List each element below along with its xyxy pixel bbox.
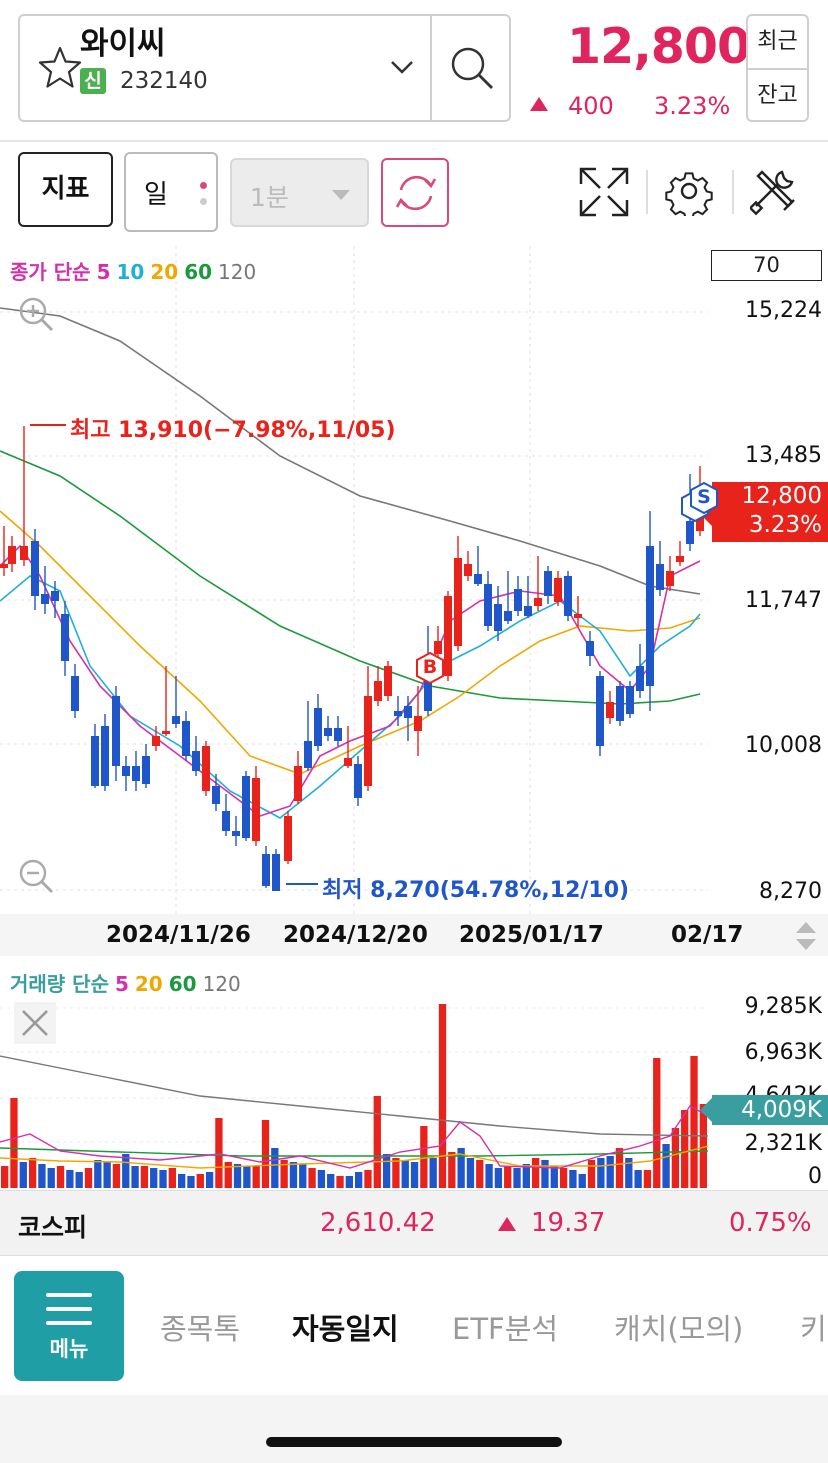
nav-item-stock-talk[interactable]: 종목톡 — [160, 1312, 241, 1346]
refresh-icon — [395, 175, 437, 211]
price-axis-label: 13,485 — [745, 443, 822, 468]
price-change-pct: 3.23% — [654, 92, 731, 120]
chevron-down-icon[interactable] — [388, 56, 416, 78]
up-arrow-icon — [498, 1217, 516, 1231]
price-chart-area[interactable] — [0, 246, 828, 914]
market-index-value: 2,610.42 — [320, 1208, 436, 1238]
caret-down-icon — [332, 190, 350, 200]
date-label: 2024/12/20 — [283, 922, 428, 948]
toolbar-divider — [732, 170, 734, 214]
dot-icon — [200, 198, 207, 205]
zoom-out-icon[interactable] — [16, 856, 56, 896]
market-index-pct: 0.75% — [729, 1208, 812, 1238]
menu-label: 메뉴 — [49, 1337, 89, 1361]
price-axis-label: 11,747 — [745, 588, 822, 613]
balance-button[interactable]: 잔고 — [757, 83, 798, 108]
new-listing-badge: 신 — [80, 68, 106, 94]
resize-handle-icon[interactable] — [794, 920, 818, 952]
candlestick-chart[interactable] — [0, 246, 708, 914]
side-button-group: 최근 잔고 — [746, 14, 809, 122]
price-change: 400 — [568, 92, 614, 120]
stock-name[interactable]: 와이씨 — [80, 26, 166, 62]
price-axis-label: 15,224 — [745, 298, 822, 323]
up-arrow-icon — [530, 97, 548, 111]
home-indicator[interactable] — [266, 1437, 562, 1447]
period-label: 일 — [144, 180, 168, 210]
current-price-tag: 12,800 3.23% — [698, 482, 828, 542]
buy-marker[interactable] — [416, 652, 444, 684]
sell-marker-label: S — [697, 486, 711, 508]
high-annotation-arrow — [30, 424, 66, 426]
vol-ma-5-label: 5 — [114, 972, 129, 996]
fullscreen-icon[interactable] — [578, 166, 630, 218]
minute-select[interactable]: 1분 — [230, 158, 369, 227]
stock-code: 232140 — [120, 68, 208, 94]
price-axis — [708, 246, 828, 914]
star-icon[interactable] — [36, 44, 84, 92]
low-annotation-arrow — [286, 883, 318, 885]
volume-axis-label: 2,321K — [744, 1131, 822, 1156]
side-divider — [748, 68, 807, 70]
volume-chart[interactable] — [0, 956, 708, 1190]
recent-button[interactable]: 최근 — [757, 29, 798, 54]
current-volume-tag: 4,009K — [700, 1095, 828, 1125]
menu-button[interactable]: 메뉴 — [14, 1271, 124, 1381]
period-button[interactable]: 일 — [124, 152, 218, 232]
toolbar-divider — [646, 170, 648, 214]
market-index-change: 19.37 — [531, 1208, 606, 1238]
ma-10-label: 10 — [116, 260, 145, 284]
ma-60-label: 60 — [184, 260, 213, 284]
ma-5-label: 5 — [96, 260, 111, 284]
date-label: 2025/01/17 — [459, 922, 604, 948]
vol-ma-20-label: 20 — [134, 972, 163, 996]
indicator-button[interactable]: 지표 — [18, 152, 113, 227]
price-axis-label: 10,008 — [745, 733, 822, 758]
market-index-name: 코스피 — [18, 1213, 88, 1242]
ma-legend-prefix: 종가 단순 — [10, 260, 91, 284]
volume-legend: 거래량 단순 5 20 60 120 — [10, 968, 247, 997]
volume-axis-label: 6,963K — [744, 1040, 822, 1065]
refresh-button[interactable] — [381, 158, 449, 227]
hamburger-icon — [46, 1307, 92, 1311]
volume-axis-label: 0 — [808, 1164, 822, 1189]
ma-legend: 종가 단순 5 10 20 60 120 — [10, 256, 262, 285]
date-label: 2024/11/26 — [106, 922, 251, 948]
tools-icon[interactable] — [750, 166, 800, 216]
search-icon[interactable] — [448, 44, 498, 94]
nav-item-auto-journal[interactable]: 자동일지 — [292, 1312, 399, 1346]
price-axis-label: 8,270 — [759, 879, 822, 904]
current-price-tag-value: 12,800 — [741, 483, 822, 509]
dot-icon — [200, 182, 207, 189]
ma-20-label: 20 — [150, 260, 179, 284]
ma-120-label: 120 — [218, 260, 257, 284]
system-bar — [0, 1395, 828, 1463]
current-price: 12,800 — [567, 18, 751, 75]
volume-axis-label: 9,285K — [744, 994, 822, 1019]
candle-count-box[interactable]: 70 — [711, 250, 822, 281]
volume-legend-prefix: 거래량 단순 — [10, 972, 109, 996]
hamburger-icon — [46, 1293, 92, 1297]
date-label: 02/17 — [671, 922, 744, 948]
nav-item-catch[interactable]: 캐치(모의) — [614, 1312, 744, 1346]
header-divider — [0, 140, 828, 142]
vol-ma-60-label: 60 — [168, 972, 197, 996]
vol-ma-120-label: 120 — [202, 972, 241, 996]
high-annotation: 최고 13,910(−7.98%,11/05) — [70, 418, 396, 443]
nav-item-etf-analysis[interactable]: ETF분석 — [452, 1312, 559, 1346]
zoom-in-icon[interactable] — [16, 294, 56, 334]
nav-item-partial[interactable]: 키 — [800, 1312, 827, 1346]
minute-label: 1분 — [250, 183, 289, 212]
low-annotation: 최저 8,270(54.78%,12/10) — [322, 878, 630, 903]
date-axis — [0, 914, 828, 956]
buy-marker-label: B — [422, 656, 438, 678]
market-index-bar[interactable] — [0, 1190, 828, 1256]
hamburger-icon — [46, 1321, 92, 1325]
close-icon[interactable] — [14, 1002, 56, 1044]
sell-marker[interactable] — [690, 482, 718, 514]
gear-icon[interactable] — [664, 166, 714, 216]
search-divider — [430, 16, 432, 120]
bottom-nav — [0, 1257, 828, 1395]
current-price-tag-pct: 3.23% — [748, 512, 822, 538]
